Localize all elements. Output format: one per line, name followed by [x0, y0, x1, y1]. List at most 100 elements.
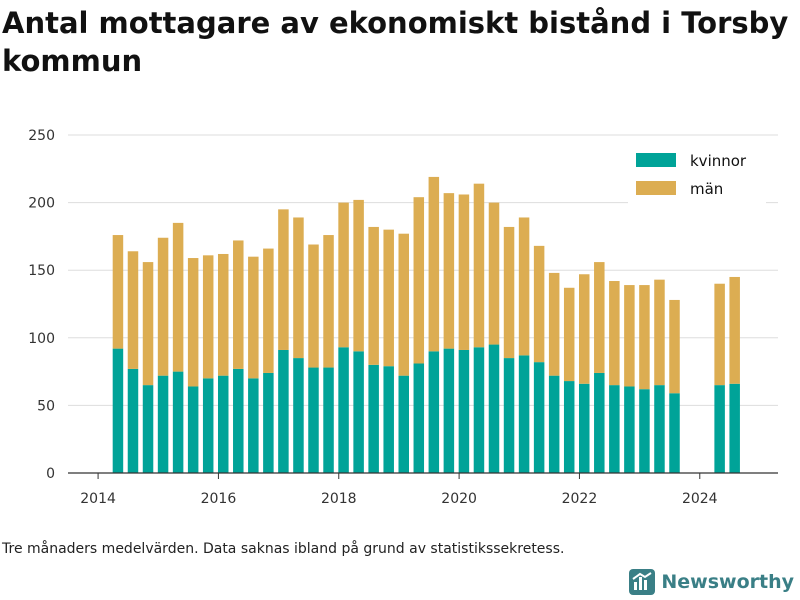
- bar-kvinnor: [157, 375, 169, 473]
- bar-kvinnor: [112, 348, 124, 473]
- bar-kvinnor: [639, 389, 650, 473]
- legend-label-man: män: [690, 180, 723, 198]
- bar-man: [383, 229, 394, 367]
- footnote: Tre månaders medelvärden. Data saknas ib…: [2, 541, 565, 557]
- bar-man: [443, 193, 455, 349]
- bar-man: [503, 226, 515, 359]
- x-tick-label: 2022: [562, 491, 598, 507]
- bar-kvinnor: [548, 375, 560, 473]
- bar-kvinnor: [233, 368, 244, 473]
- bar-man: [609, 281, 620, 386]
- bar-man: [624, 285, 635, 387]
- bar-man: [233, 240, 244, 369]
- bar-kvinnor: [278, 349, 289, 473]
- bar-man: [473, 183, 485, 348]
- bar-kvinnor: [458, 349, 470, 473]
- bar-kvinnor: [263, 372, 274, 473]
- bar-kvinnor: [308, 367, 319, 473]
- y-tick-label: 0: [46, 466, 55, 482]
- bar-man: [172, 222, 184, 372]
- axes: 0 50 100 150 200 250 2014 2016 2018 2020 2022 2024: [28, 128, 778, 507]
- bar-kvinnor: [383, 366, 394, 473]
- bar-man: [142, 262, 154, 386]
- bar-man: [654, 279, 665, 386]
- bar-kvinnor: [518, 355, 530, 473]
- bar-man: [112, 235, 124, 349]
- bar-kvinnor: [413, 363, 425, 473]
- bar-kvinnor: [338, 347, 349, 473]
- bar-man: [323, 235, 334, 368]
- bar-man: [338, 202, 349, 348]
- bar-man: [639, 285, 650, 390]
- bar-kvinnor: [714, 385, 725, 473]
- brand-name: Newsworthy: [661, 571, 794, 593]
- bar-man: [157, 237, 169, 376]
- bar-man: [398, 233, 409, 376]
- bar-man: [563, 287, 575, 382]
- y-tick-label: 100: [28, 331, 55, 347]
- y-tick-label: 50: [37, 398, 55, 414]
- bar-kvinnor: [579, 383, 590, 473]
- bar-kvinnor: [368, 364, 379, 473]
- bar-man: [729, 276, 740, 384]
- bar-kvinnor: [398, 375, 409, 473]
- bar-kvinnor: [293, 358, 304, 473]
- bar-man: [533, 245, 545, 363]
- bar-kvinnor: [503, 358, 515, 473]
- bar-kvinnor: [654, 385, 665, 473]
- bar-kvinnor: [142, 385, 154, 473]
- bar-kvinnor: [729, 383, 740, 473]
- bar-man: [202, 255, 214, 379]
- bar-kvinnor: [563, 381, 575, 473]
- bar-man: [548, 272, 560, 376]
- legend-swatch-kvinnor: [636, 153, 676, 167]
- bar-kvinnor: [533, 362, 545, 473]
- bar-man: [714, 283, 725, 386]
- bar-kvinnor: [594, 372, 605, 473]
- bar-kvinnor: [187, 386, 199, 473]
- y-tick-label: 250: [28, 128, 55, 144]
- bar-kvinnor: [323, 367, 334, 473]
- bar-man: [518, 217, 530, 356]
- legend-swatch-man: [636, 181, 676, 195]
- bars: [112, 176, 740, 473]
- chart-title: Antal mottagare av ekonomiskt bistånd i …: [2, 6, 789, 78]
- bar-man: [594, 262, 605, 373]
- bar-man: [263, 248, 274, 373]
- legend: kvinnor män: [628, 146, 766, 204]
- bar-kvinnor: [217, 375, 229, 473]
- bar-man: [248, 256, 259, 379]
- bar-kvinnor: [473, 347, 485, 473]
- bar-kvinnor: [202, 378, 214, 473]
- legend-label-kvinnor: kvinnor: [690, 152, 747, 170]
- bar-man: [428, 176, 440, 352]
- bar-kvinnor: [353, 351, 364, 473]
- y-tick-label: 150: [28, 263, 55, 279]
- bar-kvinnor: [443, 348, 455, 473]
- bar-man: [353, 199, 364, 352]
- bar-man: [458, 194, 470, 350]
- bar-man: [278, 209, 289, 350]
- bar-man: [127, 251, 139, 369]
- bar-man: [308, 244, 319, 368]
- x-tick-label: 2024: [682, 491, 718, 507]
- bar-man: [579, 274, 590, 384]
- bar-man: [413, 197, 425, 364]
- bar-kvinnor: [488, 344, 500, 473]
- x-tick-label: 2016: [201, 491, 237, 507]
- brand-logo[interactable]: Newsworthy: [629, 569, 794, 595]
- x-tick-label: 2020: [441, 491, 477, 507]
- bar-kvinnor: [172, 371, 184, 473]
- bar-kvinnor: [428, 351, 440, 473]
- x-tick-label: 2014: [80, 491, 116, 507]
- bar-man: [187, 258, 199, 387]
- bar-kvinnor: [624, 386, 635, 473]
- bar-man: [488, 202, 500, 345]
- bar-kvinnor: [127, 368, 139, 473]
- bar-man: [669, 299, 680, 394]
- bar-kvinnor: [609, 385, 620, 473]
- bar-kvinnor: [669, 393, 680, 473]
- x-tick-label: 2018: [321, 491, 357, 507]
- bar-man: [293, 217, 304, 359]
